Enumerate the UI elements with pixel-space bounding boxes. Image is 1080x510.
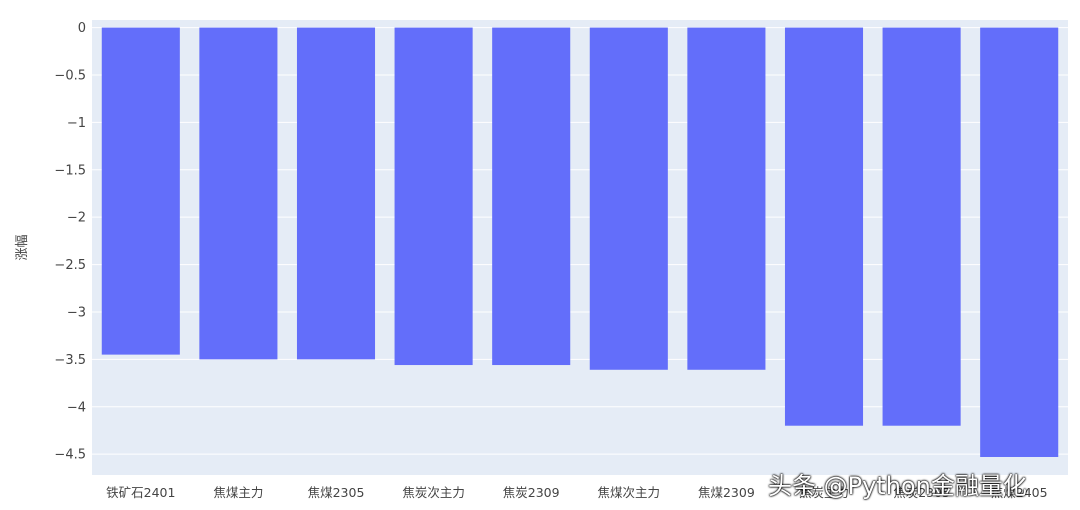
x-tick-label: 焦煤次主力 <box>598 485 661 500</box>
watermark-text: 头条 @Python金融量化 <box>768 472 1027 500</box>
y-tick-label: −2 <box>67 211 86 226</box>
bar <box>492 27 571 366</box>
y-axis-title: 涨幅 <box>15 234 30 260</box>
bar <box>784 27 864 426</box>
x-tick-label: 焦煤2309 <box>698 485 755 500</box>
x-tick-label: 焦煤2305 <box>308 485 365 500</box>
y-tick-label: −0.5 <box>54 68 86 83</box>
bar <box>296 27 376 360</box>
x-tick-label: 焦煤2405 <box>991 485 1048 500</box>
y-tick-label: −1 <box>67 116 86 131</box>
y-tick-label: −3 <box>67 305 86 320</box>
bar <box>980 27 1059 457</box>
y-tick-label: −3.5 <box>54 353 86 368</box>
x-tick-label: 焦炭2305 <box>893 485 950 500</box>
y-tick-label: −1.5 <box>54 163 86 178</box>
y-tick-label: 0 <box>78 21 86 36</box>
x-tick-label: 焦煤主力 <box>213 485 263 500</box>
bar <box>394 27 473 366</box>
x-tick-label: 焦炭次主力 <box>402 485 465 500</box>
bar <box>199 27 278 360</box>
x-tick-label: 焦炭2309 <box>503 485 560 500</box>
x-tick-label: 焦炭主力 <box>799 485 849 500</box>
bar <box>882 27 961 426</box>
y-tick-label: −4.5 <box>54 448 86 463</box>
y-tick-label: −4 <box>67 400 86 415</box>
y-tick-label: −2.5 <box>54 258 86 273</box>
bar <box>687 27 766 370</box>
x-tick-label: 铁矿石2401 <box>106 485 175 500</box>
bar <box>589 27 668 370</box>
bar <box>101 27 180 355</box>
